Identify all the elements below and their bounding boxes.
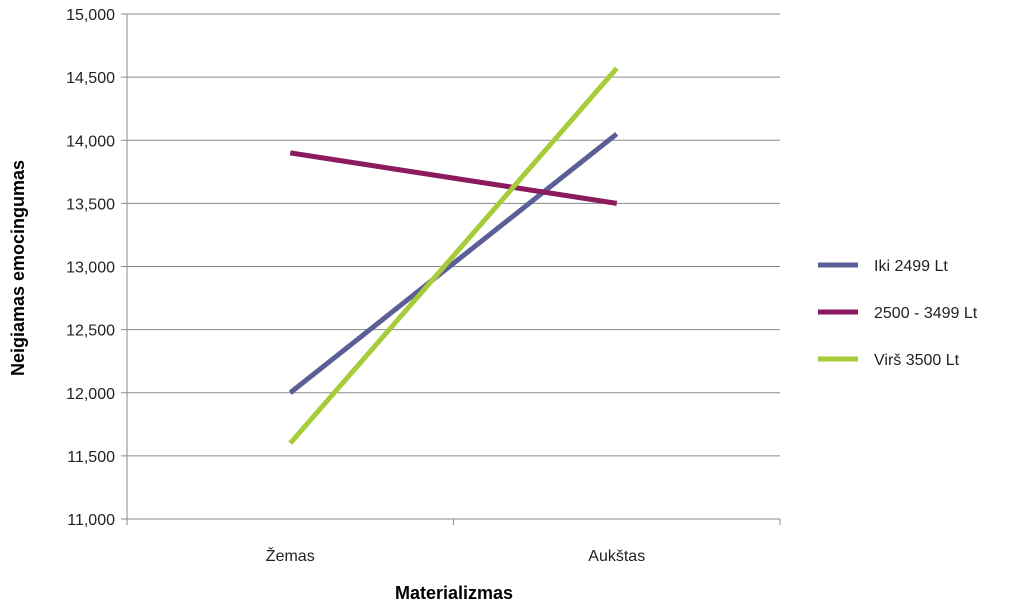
y-axis-title: Neigiamas emocingumas bbox=[8, 160, 28, 376]
y-tick-label: 11,500 bbox=[67, 449, 115, 466]
y-tick-label: 12,500 bbox=[66, 323, 115, 340]
legend-label: 2500 - 3499 Lt bbox=[874, 305, 978, 322]
series-line bbox=[289, 150, 618, 206]
y-tick-label: 14,500 bbox=[66, 70, 115, 87]
series-line bbox=[288, 66, 619, 445]
y-tick-label: 11,000 bbox=[67, 512, 115, 529]
series-line bbox=[288, 131, 619, 395]
x-axis-ticks: Žemas Aukštas bbox=[126, 519, 781, 565]
y-tick-label: 14,000 bbox=[66, 133, 115, 150]
y-tick-label: 13,500 bbox=[66, 196, 115, 213]
x-axis-title: Materializmas bbox=[395, 583, 513, 603]
x-tick-label: Aukštas bbox=[588, 548, 645, 565]
legend-label: Iki 2499 Lt bbox=[874, 258, 948, 275]
y-tick-label: 15,000 bbox=[66, 7, 115, 24]
y-axis-ticks: 11,000 11,500 12,000 12,500 13,000 13,500 14,0… bbox=[66, 7, 127, 529]
y-tick-label: 13,000 bbox=[66, 260, 115, 277]
series-lines bbox=[288, 66, 619, 445]
x-tick-label: Žemas bbox=[266, 546, 315, 565]
legend-label: Virš 3500 Lt bbox=[874, 352, 960, 369]
y-tick-label: 12,000 bbox=[66, 386, 115, 403]
legend: Iki 2499 Lt 2500 - 3499 Lt Virš 3500 Lt bbox=[818, 258, 978, 369]
